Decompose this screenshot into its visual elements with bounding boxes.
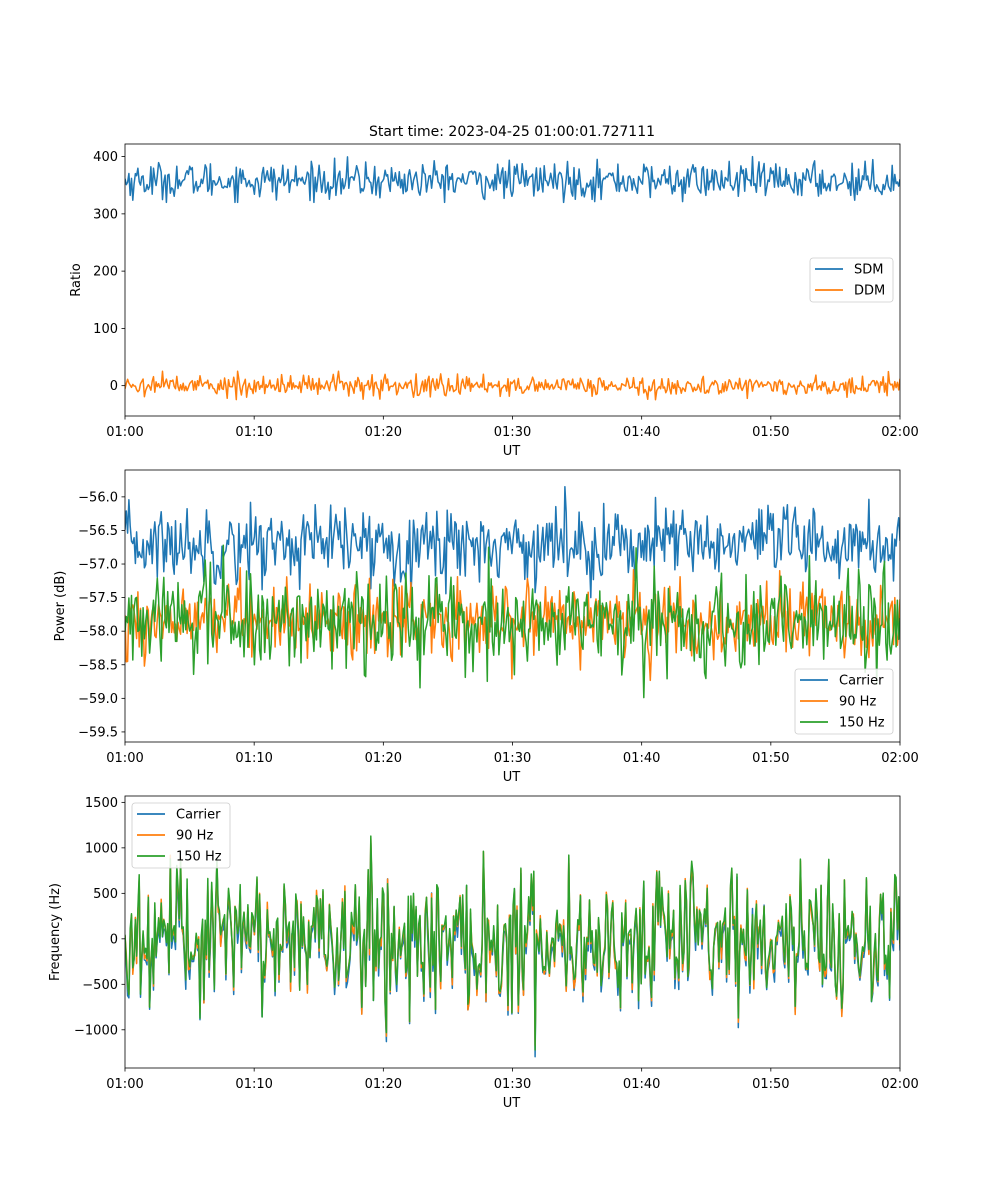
ratio-legend: SDM DDM	[809, 257, 894, 303]
x-tick-label: 02:00	[881, 1077, 918, 1092]
series-line-carrier	[125, 486, 900, 599]
legend-label: SDM	[854, 263, 883, 278]
power-x-ticks: 01:00 01:10 01:20 01:30 01:40 01:50 02:00	[106, 742, 919, 766]
legend-box	[131, 802, 231, 869]
x-tick-label: 01:30	[494, 1077, 531, 1092]
x-tick-label: 01:00	[106, 1077, 143, 1092]
power-y-axis-label: Power (dB)	[53, 571, 68, 642]
x-tick-label: 01:20	[365, 751, 402, 766]
y-tick-label: −57.5	[78, 591, 118, 606]
frequency-x-axis-label: UT	[503, 1096, 521, 1111]
y-tick-label: −59.0	[78, 692, 118, 707]
ratio-x-axis-label: UT	[503, 444, 521, 459]
ratio-x-ticks: 01:00 01:10 01:20 01:30 01:40 01:50 02:00	[106, 416, 919, 440]
legend-label: 90 Hz	[176, 829, 213, 844]
x-tick-label: 01:10	[235, 425, 272, 440]
series-line-sdm	[125, 155, 900, 204]
x-tick-label: 01:50	[752, 751, 789, 766]
y-tick-label: −57.0	[78, 558, 118, 573]
y-tick-label: −500	[82, 978, 118, 993]
x-tick-label: 01:00	[106, 425, 143, 440]
power-legend: Carrier 90 Hz 150 Hz	[794, 668, 894, 735]
power-y-ticks: −59.5 −59.0 −58.5 −58.0 −57.5 −57.0 −56.5 −56.0	[78, 490, 125, 740]
ratio-y-axis-label: Ratio	[69, 263, 84, 296]
series-line-150-hz	[125, 835, 900, 1051]
power-panel: −59.5 −59.0 −58.5 −58.0 −57.5 −57.0 −56.5 −56.0…	[53, 469, 919, 785]
frequency-y-ticks: −1000 −500 0 500 1000 1500	[74, 796, 125, 1038]
legend-label: 150 Hz	[839, 716, 885, 731]
x-tick-label: 01:40	[623, 751, 660, 766]
x-tick-label: 01:50	[752, 1077, 789, 1092]
y-tick-label: −58.0	[78, 625, 118, 640]
y-tick-label: 500	[93, 887, 118, 902]
ratio-y-ticks: 0 100 200 300 400	[93, 150, 125, 394]
x-tick-label: 01:20	[365, 425, 402, 440]
legend-label: DDM	[854, 284, 885, 299]
series-line-150-hz	[125, 544, 900, 699]
power-lines	[125, 486, 900, 699]
y-tick-label: −58.5	[78, 658, 118, 673]
y-tick-label: 300	[93, 207, 118, 222]
y-tick-label: 200	[93, 265, 118, 280]
frequency-y-axis-label: Frequency (Hz)	[48, 883, 63, 981]
x-tick-label: 01:40	[623, 1077, 660, 1092]
ratio-lines	[125, 155, 900, 401]
legend-label: Carrier	[839, 674, 884, 689]
x-tick-label: 01:40	[623, 425, 660, 440]
frequency-legend: Carrier 90 Hz 150 Hz	[131, 802, 231, 869]
y-tick-label: 1000	[85, 841, 118, 856]
y-tick-label: −59.5	[78, 725, 118, 740]
legend-label: 90 Hz	[839, 695, 876, 710]
x-tick-label: 01:10	[235, 751, 272, 766]
y-tick-label: −56.0	[78, 490, 118, 505]
y-tick-label: 100	[93, 322, 118, 337]
y-tick-label: 0	[110, 379, 118, 394]
y-tick-label: −56.5	[78, 524, 118, 539]
x-tick-label: 01:50	[752, 425, 789, 440]
series-line-ddm	[125, 370, 900, 401]
y-tick-label: 400	[93, 150, 118, 165]
chart-title: Start time: 2023-04-25 01:00:01.727111	[369, 124, 655, 140]
y-tick-label: 0	[110, 932, 118, 947]
frequency-x-ticks: 01:00 01:10 01:20 01:30 01:40 01:50 02:00	[106, 1068, 919, 1092]
x-tick-label: 02:00	[881, 751, 918, 766]
frequency-lines	[125, 835, 900, 1058]
x-tick-label: 01:30	[494, 751, 531, 766]
x-tick-label: 01:00	[106, 751, 143, 766]
power-x-axis-label: UT	[503, 770, 521, 785]
legend-label: Carrier	[176, 808, 221, 823]
legend-box	[794, 668, 894, 735]
x-tick-label: 02:00	[881, 425, 918, 440]
y-tick-label: −1000	[74, 1023, 118, 1038]
x-tick-label: 01:20	[365, 1077, 402, 1092]
x-tick-label: 01:30	[494, 425, 531, 440]
y-tick-label: 1500	[85, 796, 118, 811]
x-tick-label: 01:10	[235, 1077, 272, 1092]
legend-label: 150 Hz	[176, 850, 222, 865]
